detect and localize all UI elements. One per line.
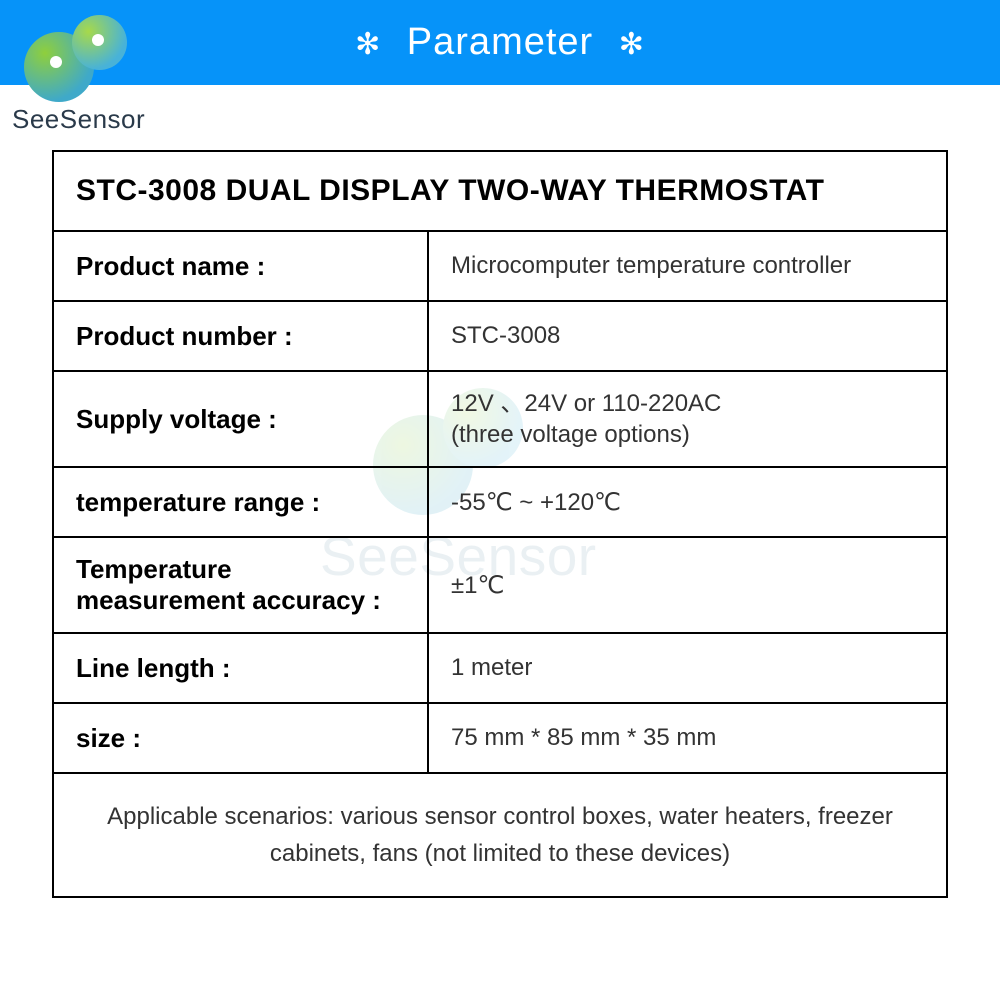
star-icon: ✻ (619, 28, 645, 61)
table-row: size : 75 mm * 85 mm * 35 mm (54, 704, 946, 774)
spec-label: temperature range : (54, 468, 429, 536)
logo-icon (24, 10, 134, 110)
spec-value: 75 mm * 85 mm * 35 mm (429, 704, 946, 772)
spec-label: Product name : (54, 232, 429, 300)
header-bar: ✻ Parameter ✻ (0, 0, 1000, 85)
spec-table: STC-3008 DUAL DISPLAY TWO-WAY THERMOSTAT… (52, 150, 948, 898)
spec-value-line1: 12V 、24V or 110-220AC (451, 388, 721, 419)
star-icon: ✻ (355, 28, 381, 61)
spec-value: -55℃ ~ +120℃ (429, 468, 946, 536)
table-note: Applicable scenarios: various sensor con… (54, 774, 946, 896)
table-title-row: STC-3008 DUAL DISPLAY TWO-WAY THERMOSTAT (54, 152, 946, 232)
spec-label: Product number : (54, 302, 429, 370)
table-row: temperature range : -55℃ ~ +120℃ (54, 468, 946, 538)
spec-label: size : (54, 704, 429, 772)
spec-label-text: Temperature measurement accuracy : (76, 554, 396, 616)
spec-value: ±1℃ (429, 538, 946, 632)
spec-value: 1 meter (429, 634, 946, 702)
spec-value-line2: (three voltage options) (451, 419, 690, 450)
spec-label: Supply voltage : (54, 372, 429, 466)
header-title-text: Parameter (407, 21, 593, 63)
spec-value: Microcomputer temperature controller (429, 232, 946, 300)
header-title: ✻ Parameter ✻ (341, 21, 659, 64)
spec-label: Temperature measurement accuracy : (54, 538, 429, 632)
spec-value: STC-3008 (429, 302, 946, 370)
table-title: STC-3008 DUAL DISPLAY TWO-WAY THERMOSTAT (76, 174, 824, 208)
table-row: Supply voltage : 12V 、24V or 110-220AC (… (54, 372, 946, 468)
spec-value: 12V 、24V or 110-220AC (three voltage opt… (429, 372, 946, 466)
table-row: Product name : Microcomputer temperature… (54, 232, 946, 302)
brand-logo: SeeSensor (12, 10, 145, 135)
table-row: Temperature measurement accuracy : ±1℃ (54, 538, 946, 634)
spec-label: Line length : (54, 634, 429, 702)
table-row: Line length : 1 meter (54, 634, 946, 704)
table-row: Product number : STC-3008 (54, 302, 946, 372)
